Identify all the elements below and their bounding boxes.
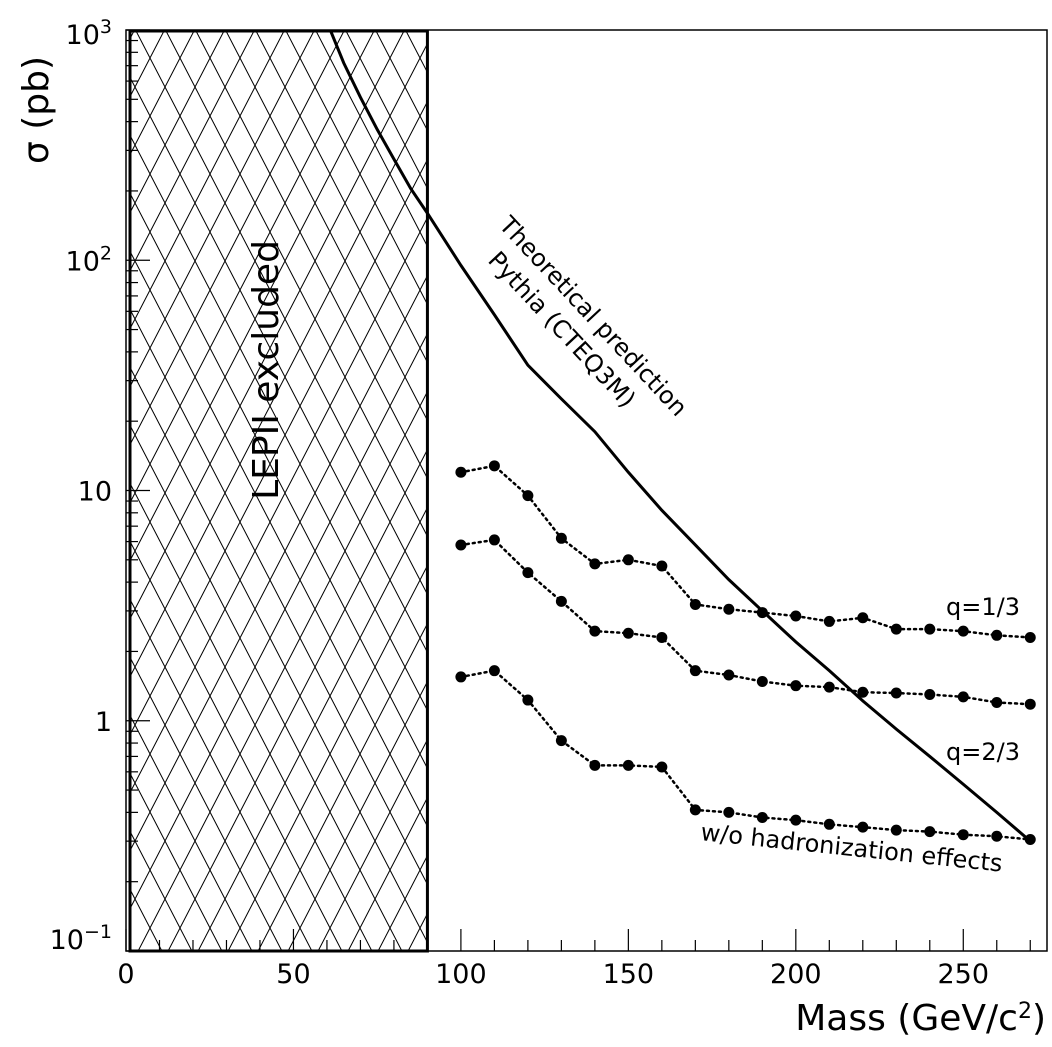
series-0-point (1024, 631, 1036, 643)
series-0-point (589, 558, 601, 570)
x-tick-label: 50 (276, 959, 310, 990)
series-0-point (488, 460, 500, 472)
series-line-1 (459, 538, 1032, 706)
y-tick-base: 10 (66, 246, 100, 277)
series-2-point (857, 821, 869, 833)
y-tick-exp: −1 (84, 921, 112, 943)
series-2-point (991, 830, 1003, 842)
series-0-point (723, 603, 735, 615)
series-2-point (924, 826, 936, 838)
series-1-point (689, 665, 701, 677)
series-0-point (522, 490, 534, 502)
x-tick-label: 150 (603, 959, 655, 990)
series-0-point (957, 625, 969, 637)
series-line-0 (459, 464, 1032, 639)
series-0-point (857, 612, 869, 624)
series-0-point (991, 629, 1003, 641)
series-1-point (555, 595, 567, 607)
series-0-point (455, 466, 467, 478)
y-tick-label: 102 (66, 242, 112, 277)
series-2-point (622, 759, 634, 771)
theory-curve (328, 30, 1032, 843)
y-tick-label: 10 (78, 477, 112, 508)
y-tick-label: 103 (66, 16, 112, 51)
series-2-point (522, 694, 534, 706)
series-2-point (1024, 833, 1036, 845)
series-1-point (790, 680, 802, 692)
series-2-point (589, 759, 601, 771)
y-axis-title: σ (pb) (16, 56, 57, 164)
y-tick-label: 10−1 (50, 921, 112, 956)
y-tick-exp: 3 (100, 16, 112, 38)
x-tick-label: 100 (435, 959, 487, 990)
x-tick-label: 200 (770, 959, 822, 990)
series-1-point (857, 686, 869, 698)
excluded-label: LEPII excluded (246, 240, 287, 500)
series-1-point (823, 681, 835, 693)
series-0-point (924, 623, 936, 635)
series-1-point (455, 539, 467, 551)
series-2-point (756, 812, 768, 824)
x-axis-title-close: ) (1032, 998, 1046, 1039)
x-tick-label: 250 (937, 959, 989, 990)
excluded-label-text: LEPII excluded (246, 240, 287, 500)
series-1-point (622, 627, 634, 639)
series-2-point (890, 824, 902, 836)
series-2-point (723, 806, 735, 818)
y-axis-title-text: σ (pb) (16, 56, 57, 164)
series-0-point (622, 554, 634, 566)
series-2-point (689, 804, 701, 816)
series-1-point (1024, 698, 1036, 710)
y-tick-base: 1 (95, 707, 112, 738)
series-2-point (790, 814, 802, 826)
y-tick-base: 10 (66, 20, 100, 51)
series-1-point (957, 691, 969, 703)
series-1-point (656, 631, 668, 643)
y-tick-base: 10 (50, 925, 84, 956)
series-2-point (823, 818, 835, 830)
series-2-point (488, 665, 500, 677)
series-1-point (890, 687, 902, 699)
series-2-point (656, 761, 668, 773)
series-0-point (790, 610, 802, 622)
excluded-region (128, 29, 429, 953)
series-line-2 (459, 669, 1032, 841)
series-1-point (522, 567, 534, 579)
series-2-point (957, 829, 969, 841)
theory-label-line1: Theoretical prediction (493, 210, 693, 422)
x-axis-title-main: Mass (GeV/c (795, 998, 1018, 1039)
series-0-point (689, 598, 701, 610)
y-tick-label: 1 (95, 707, 112, 738)
y-tick-exp: 2 (100, 242, 112, 264)
x-axis-title-sup: 2 (1018, 999, 1032, 1024)
y-tick-base: 10 (78, 477, 112, 508)
plot-curves (328, 30, 1036, 845)
series-0-point (756, 607, 768, 619)
series-1-point (991, 697, 1003, 709)
series-0-point (890, 623, 902, 635)
series-1-point (488, 534, 500, 546)
series-0-point (823, 615, 835, 627)
series-2-point (555, 735, 567, 747)
x-axis-title: Mass (GeV/c2) (795, 998, 1046, 1039)
series-0-point (555, 532, 567, 544)
series-0-point (656, 560, 668, 572)
series-1-point (589, 625, 601, 637)
series-1-point (924, 689, 936, 701)
series-label-q23: q=2/3 (946, 738, 1020, 766)
series-1-point (756, 676, 768, 688)
series-1-point (723, 669, 735, 681)
series-2-point (455, 671, 467, 683)
x-tick-label: 0 (117, 959, 134, 990)
series-label-q13: q=1/3 (946, 593, 1020, 621)
x-axis-ticks: 0 50 100 150 200 250 (117, 929, 1031, 990)
